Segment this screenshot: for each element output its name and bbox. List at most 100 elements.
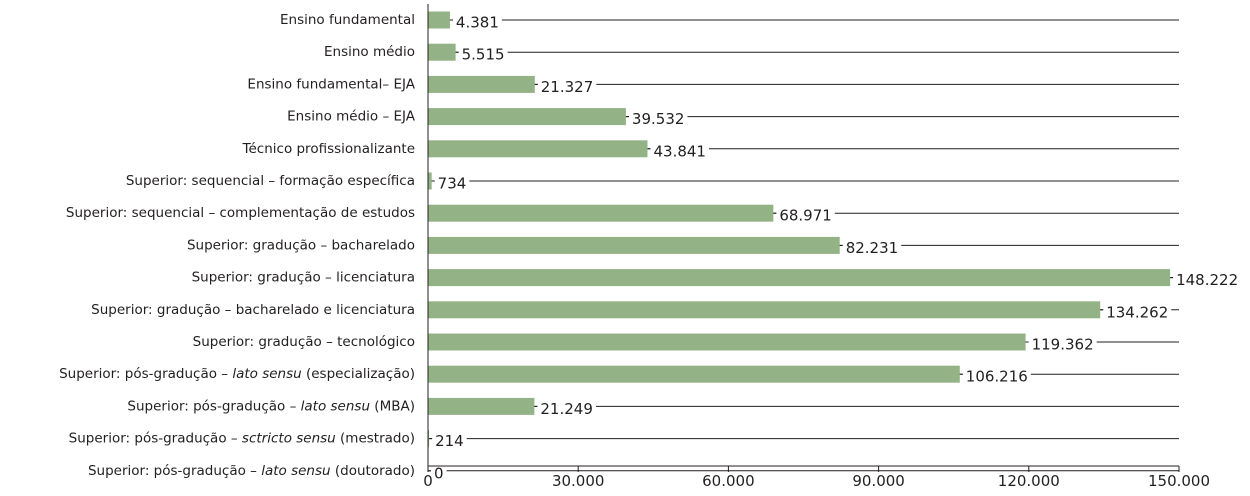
- category-label: Superior: gradução – bacharelado e licen…: [91, 302, 415, 318]
- bar-row: Superior: gradução – tecnológico 119.362: [193, 333, 1179, 354]
- value-label-background: [434, 174, 470, 193]
- x-tick-label: 120.000: [998, 472, 1060, 490]
- value-label-background: [962, 367, 1031, 386]
- category-label: Superior: pós-gradução – lato sensu (dou…: [88, 463, 415, 479]
- bar: [428, 75, 535, 93]
- value-label-background: [458, 45, 508, 64]
- bar-row: Superior: pós-gradução – sctricto sensu …: [69, 430, 1179, 451]
- category-label-part: Ensino médio – EJA: [287, 109, 416, 125]
- bar: [428, 333, 1026, 351]
- bar-row: Superior: pós-gradução – lato sensu (MBA…: [127, 397, 1179, 418]
- value-label: 39.532: [632, 110, 685, 128]
- bar: [428, 204, 774, 222]
- category-label: Ensino fundamental: [280, 12, 415, 28]
- category-label-part: Superior: gradução – bacharelado e licen…: [91, 302, 415, 318]
- bar: [428, 430, 430, 448]
- category-label: Superior: sequencial – formação específi…: [126, 173, 415, 189]
- category-label-part: Superior: sequencial – formação específi…: [126, 173, 415, 189]
- category-label-part: Técnico profissionalizante: [242, 141, 415, 157]
- category-label-part: lato sensu: [301, 398, 370, 414]
- value-label-background: [842, 238, 902, 257]
- value-label-background: [628, 110, 688, 129]
- value-label: 106.216: [966, 368, 1028, 386]
- category-label: Ensino médio: [324, 44, 415, 60]
- bar-row: Superior: gradução – bacharelado 82.231: [187, 236, 1179, 257]
- bar: [428, 236, 840, 254]
- x-axis: 0 30.000 60.000 90.000 120.000 150.000: [423, 4, 1210, 490]
- category-label-part: Superior: pós-gradução –: [127, 398, 300, 414]
- category-label-part: Superior: pós-gradução –: [88, 463, 261, 479]
- category-label: Ensino médio – EJA: [287, 109, 416, 125]
- value-label-background: [431, 464, 447, 483]
- category-label-part: Ensino médio: [324, 44, 415, 60]
- category-label: Ensino fundamental– EJA: [247, 76, 415, 92]
- bar-row: Superior: gradução – licenciatura 148.222: [192, 269, 1242, 290]
- value-label: 148.222: [1176, 271, 1238, 289]
- value-label-background: [432, 432, 467, 451]
- value-label: 119.362: [1032, 336, 1094, 354]
- value-label-background: [1173, 271, 1242, 290]
- category-label-part: lato sensu: [232, 366, 301, 382]
- category-label: Superior: gradução – bacharelado: [187, 237, 415, 253]
- value-label: 4.381: [456, 14, 499, 32]
- value-label: 734: [438, 175, 467, 193]
- x-tick-label: 90.000: [852, 472, 905, 490]
- bar-row: Técnico profissionalizante 43.841: [242, 140, 1179, 161]
- bar: [428, 43, 456, 61]
- category-label-part: Superior: gradução – licenciatura: [192, 270, 415, 286]
- category-label-part: Superior: pós-gradução –: [59, 366, 232, 382]
- category-label: Superior: pós-gradução – sctricto sensu …: [69, 431, 415, 447]
- value-label: 68.971: [779, 207, 832, 225]
- value-label: 214: [435, 432, 464, 450]
- bar: [428, 108, 626, 126]
- x-tick-label: 150.000: [1148, 472, 1210, 490]
- bar-row: Superior: sequencial – formação específi…: [126, 172, 1179, 193]
- category-label-part: Ensino fundamental– EJA: [247, 76, 415, 92]
- bar-row: Superior: pós-gradução – lato sensu (dou…: [88, 463, 1179, 483]
- category-label: Superior: sequencial – complementação de…: [66, 205, 415, 221]
- category-label-part: Superior: gradução – tecnológico: [193, 334, 415, 350]
- value-label: 21.249: [540, 400, 593, 418]
- value-label-background: [537, 77, 597, 96]
- category-label-part: (mestrado): [336, 431, 415, 447]
- value-label-background: [776, 206, 835, 225]
- category-label-part: (MBA): [370, 398, 415, 414]
- category-label-part: sctricto sensu: [242, 431, 336, 447]
- category-label: Superior: pós-gradução – lato sensu (esp…: [59, 366, 415, 382]
- category-label-part: Ensino fundamental: [280, 12, 415, 28]
- bar: [428, 365, 960, 383]
- value-label: 134.262: [1106, 303, 1168, 321]
- bar-row: Ensino fundamental– EJA 21.327: [247, 75, 1179, 96]
- category-label-part: Superior: pós-gradução –: [69, 431, 242, 447]
- bar: [428, 397, 535, 415]
- category-label-part: (especialização): [302, 366, 415, 382]
- bar-row: Ensino médio – EJA 39.532: [287, 108, 1179, 129]
- bar-row: Ensino médio 5.515: [324, 43, 1179, 64]
- value-label: 82.231: [846, 239, 899, 257]
- value-label: 5.515: [462, 46, 505, 64]
- category-label: Superior: gradução – tecnológico: [193, 334, 415, 350]
- value-label: 21.327: [541, 78, 594, 96]
- x-tick-label: 0: [423, 472, 433, 490]
- value-label-background: [537, 399, 596, 418]
- x-tick-label: 30.000: [552, 472, 605, 490]
- bar: [428, 140, 648, 158]
- category-label-part: (doutorado): [331, 463, 415, 479]
- bar: [428, 269, 1171, 287]
- category-label: Técnico profissionalizante: [242, 141, 415, 157]
- category-label-part: Superior: sequencial – complementação de…: [66, 205, 415, 221]
- bar-row: Superior: pós-gradução – lato sensu (esp…: [59, 365, 1179, 386]
- bar-row: Ensino fundamental 4.381: [280, 11, 1179, 32]
- chart-rows: Ensino fundamental 4.381 Ensino médio 5.515…: [59, 11, 1242, 483]
- category-label: Superior: gradução – licenciatura: [192, 270, 415, 286]
- value-label-background: [452, 13, 502, 32]
- value-label: 43.841: [653, 142, 706, 160]
- value-label-background: [1028, 335, 1097, 354]
- bar: [428, 301, 1101, 319]
- value-label-background: [1103, 303, 1172, 322]
- x-tick-label: 60.000: [702, 472, 755, 490]
- bar-row: Superior: sequencial – complementação de…: [66, 204, 1179, 225]
- bar-row: Superior: gradução – bacharelado e licen…: [91, 301, 1179, 322]
- value-label: 0: [434, 464, 444, 482]
